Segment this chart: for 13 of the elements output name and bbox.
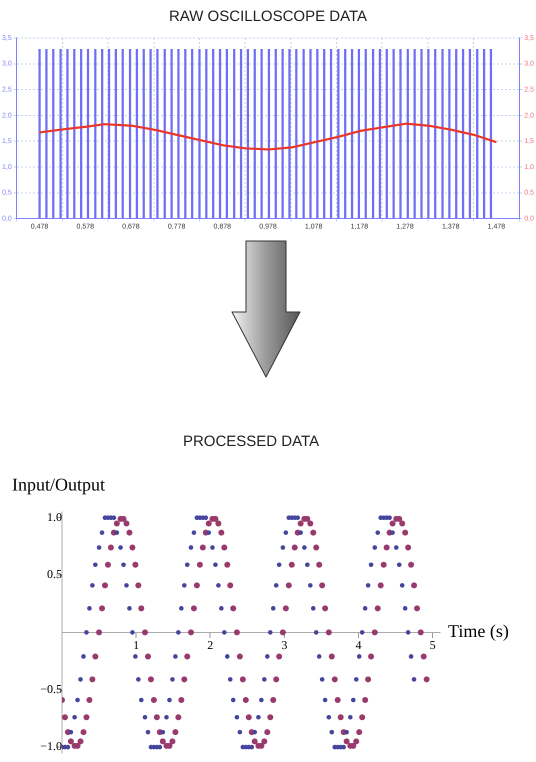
x-axis-title: Time (s) [448, 621, 509, 642]
chart-title: RAW OSCILLOSCOPE DATA [168, 8, 368, 26]
x-tick-label: 4 [355, 638, 362, 652]
y-tick-label: −0.5 [40, 682, 62, 696]
y-axis-title: Input/Output [12, 474, 105, 495]
y-tick-label: 0.5 [47, 567, 62, 582]
x-tick-label: 3 [281, 638, 288, 652]
chart-title: PROCESSED DATA [182, 433, 320, 450]
x-tick-label: 5 [430, 638, 436, 652]
y-tick-label: −1.0 [40, 739, 62, 754]
y-tick-label: 1.0 [47, 510, 62, 524]
x-tick-label: 1 [133, 638, 140, 652]
x-tick-label: 2 [207, 638, 214, 652]
